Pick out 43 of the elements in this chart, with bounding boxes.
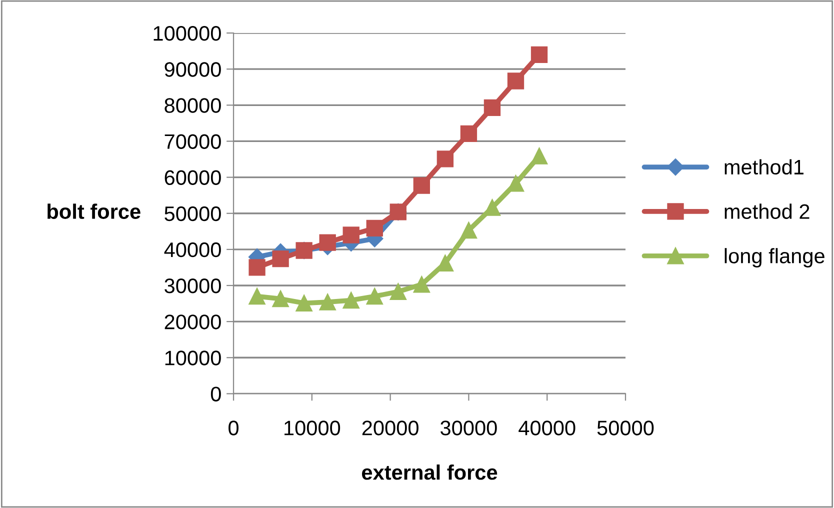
point <box>366 288 383 305</box>
x-tick-label: 40000 <box>518 420 576 436</box>
x-tick-label: 50000 <box>597 420 654 436</box>
point <box>460 222 478 239</box>
point <box>530 148 548 164</box>
legend-label: method1 <box>724 159 804 175</box>
y-axis-title: bolt force <box>48 204 140 219</box>
point <box>390 283 406 300</box>
point <box>248 259 266 276</box>
point <box>296 294 312 312</box>
point <box>507 72 524 90</box>
y-tick-label: 80000 <box>164 98 221 113</box>
x-tick-label: 20000 <box>362 420 418 436</box>
x-tick-label: 10000 <box>284 420 340 436</box>
point <box>436 150 454 168</box>
point <box>413 276 430 293</box>
y-tick-label: 90000 <box>164 62 221 77</box>
point <box>413 177 430 194</box>
point <box>319 234 336 251</box>
x-axis-title: external force <box>362 464 498 480</box>
legend-label: method 2 <box>724 204 810 219</box>
point <box>366 220 383 236</box>
y-tick-label: 30000 <box>164 278 221 294</box>
point <box>272 250 289 268</box>
x-tick-label: 30000 <box>440 420 497 436</box>
point <box>530 46 548 63</box>
y-tick-label: 50000 <box>164 206 221 222</box>
point <box>342 292 360 309</box>
y-tick-label: 70000 <box>164 134 221 149</box>
point <box>272 290 289 308</box>
point <box>484 99 501 116</box>
y-tick-label: 20000 <box>164 314 221 330</box>
y-tick-label: 100000 <box>154 26 221 41</box>
y-tick-label: 40000 <box>164 242 221 258</box>
legend-label: long flange <box>724 248 824 268</box>
point <box>319 294 336 310</box>
x-tick-label: 0 <box>228 420 238 436</box>
y-tick-label: 0 <box>210 386 221 402</box>
point <box>342 226 360 244</box>
y-tick-label: 10000 <box>165 350 221 366</box>
y-tick-label: 60000 <box>164 170 221 186</box>
point <box>460 125 478 142</box>
point <box>248 288 266 305</box>
